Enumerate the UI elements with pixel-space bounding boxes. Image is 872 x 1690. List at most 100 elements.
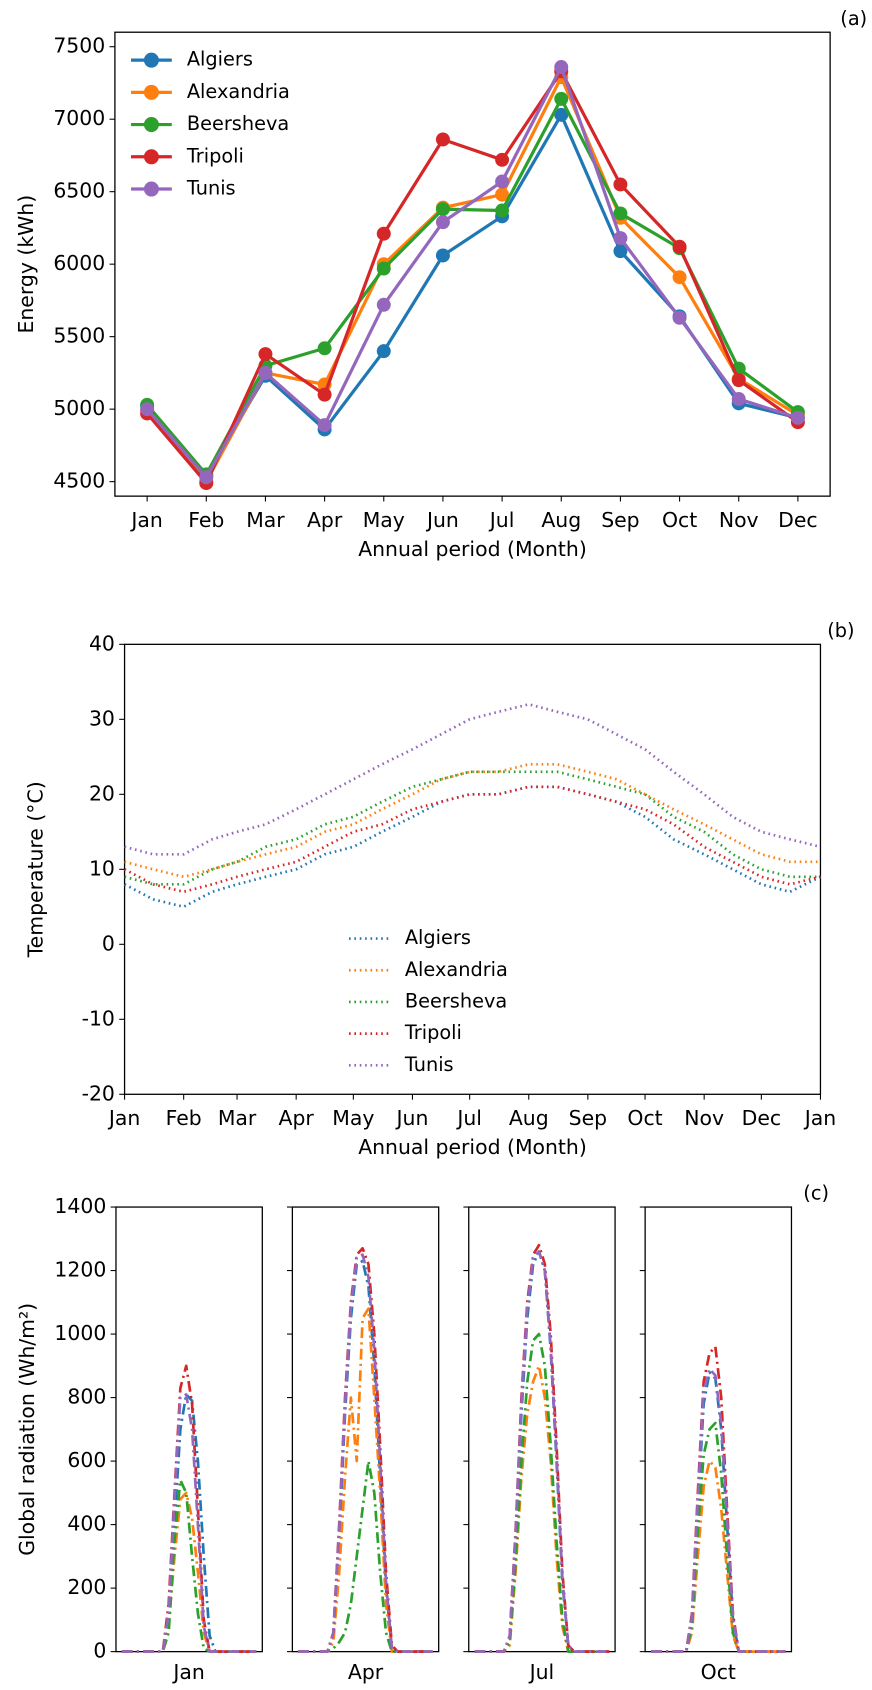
series-line (124, 762, 821, 879)
y-tick-label: 7000 (53, 106, 105, 130)
marker (258, 365, 273, 380)
series-line (298, 1259, 433, 1653)
x-tick-label: Apr (279, 1106, 315, 1130)
marker (495, 187, 510, 202)
legend-marker (143, 181, 159, 197)
y-axis-label: Energy (kWh) (14, 195, 38, 334)
marker (554, 107, 569, 122)
y-tick-label: 40 (89, 631, 115, 655)
x-tick-label: Aug (509, 1106, 549, 1130)
y-tick-label: 400 (67, 1512, 106, 1536)
marker (435, 215, 450, 230)
y-tick-label: 10 (89, 856, 115, 880)
panel-label: (a) (840, 7, 867, 30)
marker (435, 248, 450, 263)
series-line (474, 1332, 610, 1653)
series-line (474, 1250, 610, 1653)
series-line (145, 75, 799, 484)
legend-label: Algiers (405, 926, 471, 949)
legend-label: Beersheva (187, 112, 289, 135)
x-tick-label: May (332, 1106, 374, 1130)
marker (140, 402, 155, 417)
plot-frame (115, 1206, 263, 1653)
marker (495, 174, 510, 189)
x-tick-label: Jan (171, 1660, 204, 1684)
x-tick-label: Dec (778, 508, 817, 532)
legend-marker (143, 84, 159, 100)
legend-label: Algiers (187, 48, 253, 71)
legend-label: Tunis (186, 177, 236, 200)
legend-marker (143, 52, 159, 68)
y-tick-label: 7500 (53, 34, 105, 58)
legend-marker (143, 149, 159, 165)
marker (495, 152, 510, 167)
series-line (124, 702, 821, 856)
plot-frame (123, 643, 822, 1095)
x-tick-label: May (363, 508, 405, 532)
marker (790, 410, 805, 425)
y-tick-label: 20 (89, 781, 115, 805)
marker (435, 202, 450, 217)
series-line (145, 65, 799, 479)
series-line (474, 1250, 610, 1653)
y-tick-label: 1000 (54, 1321, 106, 1345)
marker (672, 270, 687, 285)
marker (613, 177, 628, 192)
marker (317, 387, 332, 402)
series-line (650, 1459, 786, 1653)
panel-label: (c) (803, 1182, 829, 1205)
y-tick-label: 0 (93, 1639, 106, 1663)
y-tick-label: 5000 (53, 396, 105, 420)
x-tick-label: Aug (541, 508, 581, 532)
x-tick-label: Jan (107, 1106, 140, 1130)
legend-label: Alexandria (405, 958, 508, 981)
marker (672, 310, 687, 325)
y-tick-label: 1200 (54, 1258, 106, 1282)
x-tick-label: Oct (701, 1660, 736, 1684)
series-line (650, 1421, 786, 1653)
marker (495, 203, 510, 218)
x-tick-label: Feb (166, 1106, 202, 1130)
legend-marker (143, 117, 159, 133)
series-line (123, 785, 821, 894)
panel-label: (b) (827, 619, 854, 642)
plot-frame (468, 1206, 616, 1653)
y-tick-label: 600 (67, 1448, 106, 1472)
y-tick-label: 5500 (53, 324, 105, 348)
marker (258, 347, 273, 362)
legend-label: Tripoli (186, 144, 244, 167)
y-tick-label: -20 (82, 1081, 115, 1105)
marker (317, 341, 332, 356)
y-axis-label: Global radiation (Wh/m²) (15, 1303, 39, 1556)
y-tick-label: 200 (67, 1575, 106, 1599)
series-line (298, 1246, 433, 1653)
marker (613, 231, 628, 246)
series-line (650, 1370, 786, 1653)
marker (554, 91, 569, 106)
x-tick-label: Sep (569, 1106, 607, 1130)
marker (376, 226, 391, 241)
x-tick-label: Apr (307, 508, 343, 532)
x-tick-label: Jan (803, 1106, 836, 1130)
series-line (124, 770, 821, 886)
x-tick-label: Jan (129, 508, 162, 532)
series-line (298, 1459, 433, 1653)
series-line (145, 69, 799, 485)
y-tick-label: -10 (82, 1006, 115, 1030)
marker (613, 244, 628, 259)
y-tick-label: 0 (102, 931, 115, 955)
x-tick-label: Jul (528, 1660, 555, 1684)
series-line (474, 1243, 610, 1653)
x-tick-label: Jun (395, 1106, 429, 1130)
x-axis-label: Annual period (Month) (358, 1135, 587, 1159)
series-line (298, 1253, 433, 1653)
marker (672, 239, 687, 254)
x-tick-label: Oct (627, 1106, 662, 1130)
x-tick-label: Oct (662, 508, 697, 532)
y-tick-label: 1400 (54, 1194, 106, 1218)
y-axis-label: Temperature (°C) (24, 781, 48, 958)
y-tick-label: 4500 (53, 469, 105, 493)
legend-label: Alexandria (187, 80, 290, 103)
marker (731, 373, 746, 388)
marker (376, 297, 391, 312)
